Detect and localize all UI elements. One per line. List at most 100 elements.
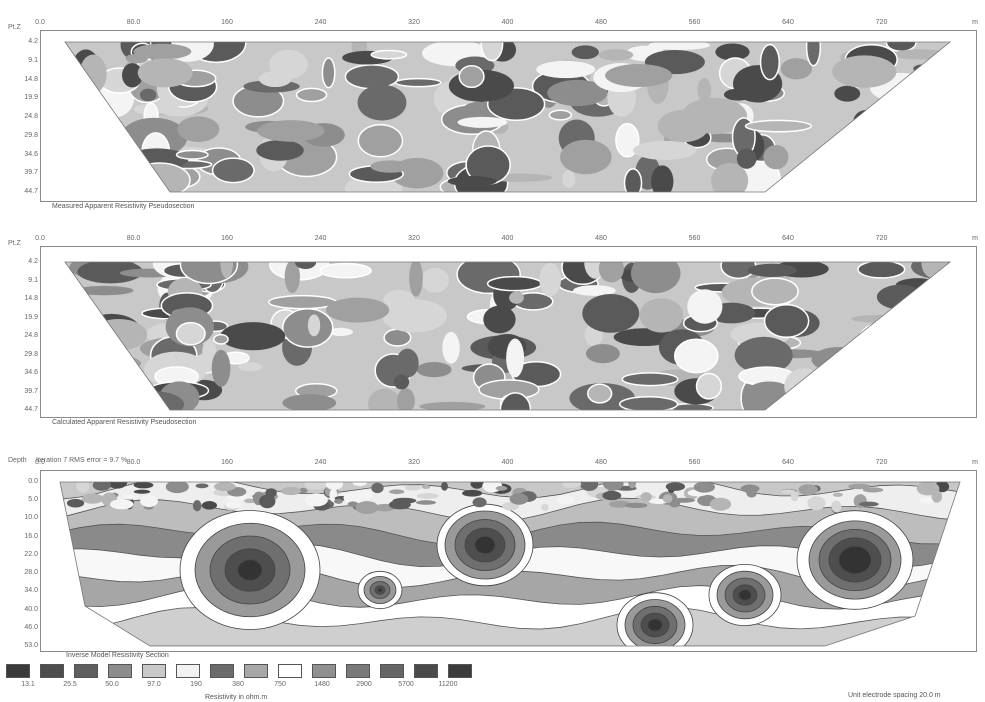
resistivity-patch bbox=[256, 140, 304, 161]
x-tick-label: 640 bbox=[782, 235, 794, 242]
resistivity-patch bbox=[747, 263, 797, 277]
resistivity-patch bbox=[421, 267, 450, 293]
legend-swatch bbox=[414, 664, 438, 678]
resistivity-patch bbox=[623, 168, 643, 192]
x-tick-label: m bbox=[972, 19, 978, 26]
resistivity-patch bbox=[734, 336, 793, 374]
resistivity-patch bbox=[321, 57, 336, 89]
depth-label: Pt.Z bbox=[8, 240, 21, 247]
x-tick-label: 80.0 bbox=[126, 19, 141, 26]
near-surface-patch bbox=[124, 494, 136, 500]
y-tick-label: 16.0 bbox=[24, 532, 38, 540]
resistivity-patch bbox=[605, 64, 673, 88]
near-surface-patch bbox=[832, 492, 843, 497]
x-tick-label: 560 bbox=[688, 459, 701, 466]
resistivity-patch bbox=[548, 109, 573, 121]
y-tick-label: 39.7 bbox=[24, 387, 38, 395]
resistivity-patch bbox=[319, 262, 372, 279]
legend-label: 25.5 bbox=[63, 681, 77, 688]
resistivity-patch bbox=[598, 49, 634, 61]
caption: Inverse Model Resistivity Section bbox=[66, 652, 169, 659]
resistivity-patch bbox=[307, 314, 321, 337]
y-tick-label: 24.8 bbox=[24, 332, 38, 339]
resistivity-patch bbox=[328, 327, 354, 337]
y-tick-label: 46.0 bbox=[24, 623, 38, 631]
near-surface-patch bbox=[831, 500, 842, 513]
near-surface-patch bbox=[780, 489, 796, 494]
anomaly-contour bbox=[237, 559, 263, 581]
x-tick-label: 480 bbox=[595, 459, 607, 466]
resistivity-patch bbox=[633, 140, 697, 160]
resistivity-patch bbox=[673, 338, 719, 374]
legend-label: 380 bbox=[232, 681, 244, 688]
near-surface-patch bbox=[441, 482, 449, 491]
legend-swatch bbox=[312, 664, 336, 678]
near-surface-patch bbox=[790, 491, 799, 502]
resistivity-patch bbox=[780, 58, 813, 80]
resistivity-patch bbox=[393, 374, 410, 390]
legend-label: 5700 bbox=[398, 681, 414, 688]
resistivity-patch bbox=[560, 139, 612, 175]
legend-swatch bbox=[176, 664, 200, 678]
y-tick-label: 5.0 bbox=[28, 496, 38, 504]
near-surface-patch bbox=[556, 495, 575, 505]
near-surface-patch bbox=[133, 482, 154, 489]
resistivity-patch bbox=[238, 362, 263, 372]
near-surface-patch bbox=[919, 497, 933, 504]
resistivity-patch bbox=[582, 294, 640, 333]
resistivity-patch bbox=[621, 372, 679, 387]
resistivity-patch bbox=[282, 394, 337, 410]
x-tick-label: 640 bbox=[782, 459, 794, 466]
resistivity-patch bbox=[834, 85, 861, 102]
near-surface-patch bbox=[502, 502, 519, 511]
legend-label: 13.1 bbox=[21, 681, 35, 688]
resistivity-patch bbox=[121, 63, 143, 88]
near-surface-patch bbox=[81, 493, 104, 504]
legend-label: 11200 bbox=[438, 681, 458, 688]
header-note: Iteration 7 RMS error = 9.7 % bbox=[36, 457, 128, 464]
x-tick-label: 400 bbox=[501, 19, 514, 26]
resistivity-patch bbox=[370, 160, 411, 173]
near-surface-patch bbox=[334, 498, 343, 504]
x-tick-label: 0.0 bbox=[35, 459, 45, 466]
near-surface-patch bbox=[133, 489, 151, 494]
legend-label: 750 bbox=[274, 681, 286, 688]
near-surface-patch bbox=[304, 493, 328, 507]
resistivity-patch bbox=[381, 299, 447, 333]
resistivity-patch bbox=[213, 333, 229, 345]
section-outline bbox=[59, 481, 961, 647]
legend-label: 97.0 bbox=[147, 681, 161, 688]
near-surface-patch bbox=[602, 490, 622, 501]
resistivity-field bbox=[60, 482, 960, 646]
resistivity-patch bbox=[723, 88, 753, 101]
section-outline bbox=[64, 41, 952, 193]
near-surface-patch bbox=[225, 501, 242, 509]
y-tick-label: 34.6 bbox=[24, 150, 38, 158]
resistivity-patch bbox=[630, 262, 681, 294]
legend-swatch bbox=[40, 664, 64, 678]
x-tick-label: 720 bbox=[875, 19, 888, 26]
resistivity-patch bbox=[175, 149, 209, 160]
legend-title: Resistivity in ohm.m bbox=[205, 694, 268, 701]
resistivity-patch bbox=[587, 383, 613, 404]
y-tick-label: 19.9 bbox=[24, 313, 38, 321]
x-tick-label: 160 bbox=[221, 459, 233, 466]
resistivity-patch bbox=[396, 388, 415, 410]
y-tick-label: 29.8 bbox=[24, 131, 38, 139]
resistivity-patch bbox=[759, 43, 781, 81]
near-surface-patch bbox=[421, 484, 431, 489]
near-surface-patch bbox=[671, 497, 696, 503]
section-outline bbox=[64, 261, 952, 411]
near-surface-patch bbox=[214, 482, 236, 492]
y-tick-label: 29.8 bbox=[24, 350, 38, 358]
near-surface-patch bbox=[109, 499, 134, 510]
resistivity-patch bbox=[370, 49, 408, 60]
x-tick-label: 160 bbox=[221, 235, 233, 242]
anomaly-contour bbox=[738, 589, 752, 601]
near-surface-patch bbox=[580, 482, 599, 491]
resistivity-patch bbox=[547, 79, 608, 107]
resistivity-patch bbox=[458, 64, 485, 89]
resistivity-patch bbox=[416, 362, 452, 378]
near-surface-patch bbox=[201, 501, 218, 510]
